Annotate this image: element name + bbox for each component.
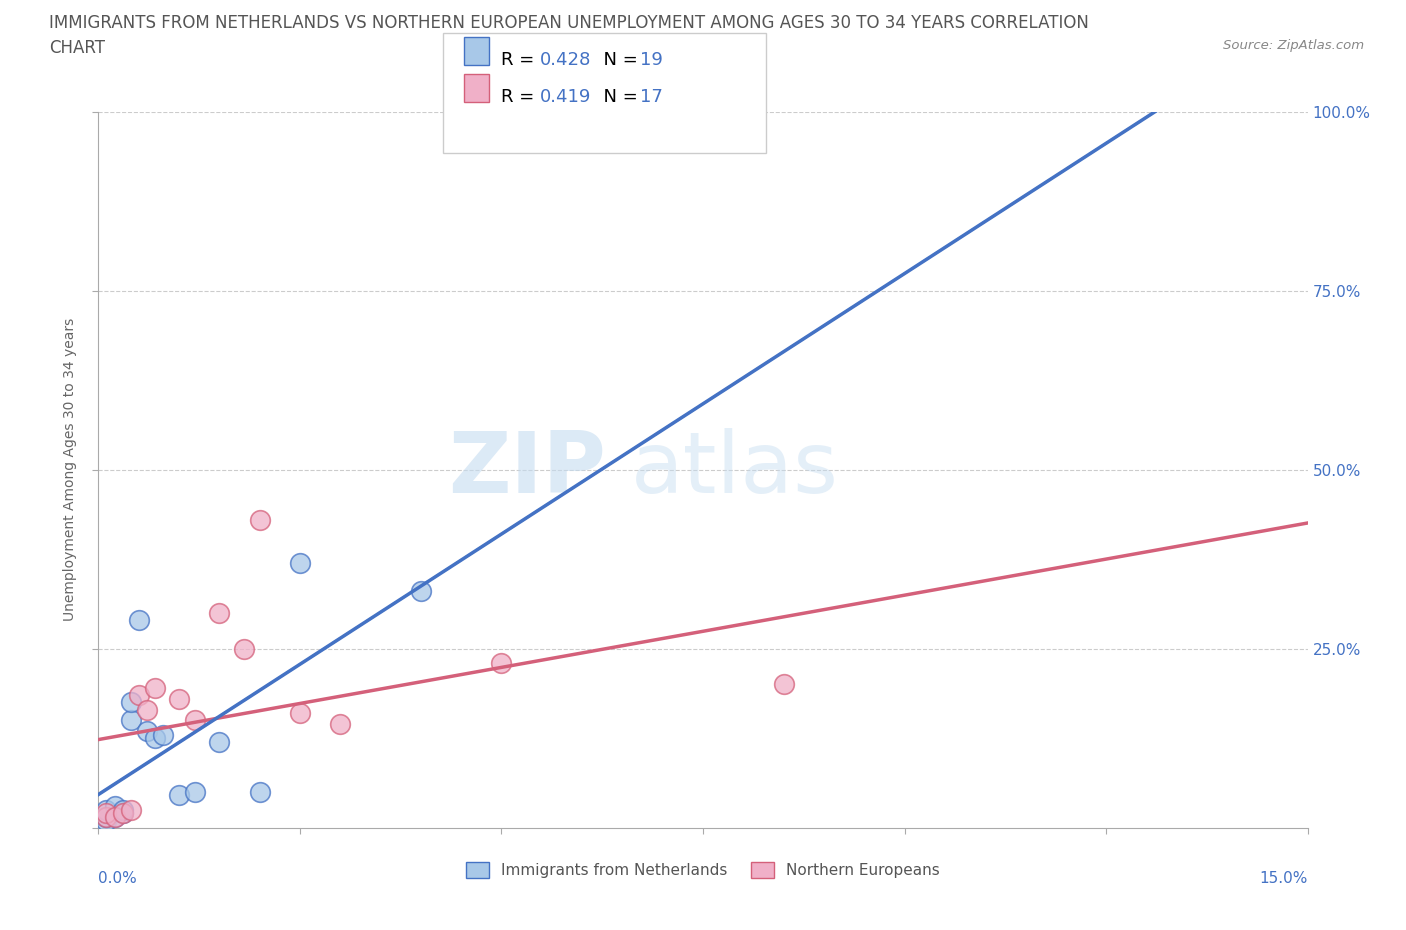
Text: ZIP: ZIP (449, 428, 606, 512)
Text: 0.428: 0.428 (540, 51, 592, 69)
Text: atlas: atlas (630, 428, 838, 512)
Point (103, 809, 125, 824)
Point (111, 803, 134, 817)
Point (208, 735, 231, 750)
Point (96, 806, 118, 821)
Point (772, 677, 794, 692)
Point (103, 799, 125, 814)
Point (249, 512, 271, 527)
Point (128, 613, 150, 628)
Point (135, 702, 157, 717)
Text: 15.0%: 15.0% (1260, 870, 1308, 885)
Point (111, 806, 134, 821)
Point (208, 605, 231, 620)
Point (288, 706, 311, 721)
Text: IMMIGRANTS FROM NETHERLANDS VS NORTHERN EUROPEAN UNEMPLOYMENT AMONG AGES 30 TO 3: IMMIGRANTS FROM NETHERLANDS VS NORTHERN … (49, 14, 1090, 32)
Point (491, 656, 513, 671)
Point (96, 803, 118, 817)
Point (167, 691, 190, 706)
Point (249, 785, 271, 800)
Point (167, 788, 190, 803)
Text: R =: R = (501, 88, 540, 106)
Text: R =: R = (501, 51, 540, 69)
Point (143, 681, 166, 696)
Point (184, 712, 207, 727)
Text: Source: ZipAtlas.com: Source: ZipAtlas.com (1223, 39, 1364, 52)
Point (120, 712, 142, 727)
Text: 19: 19 (640, 51, 662, 69)
Text: CHART: CHART (49, 39, 105, 57)
Point (120, 695, 142, 710)
Point (135, 724, 157, 738)
Point (288, 555, 311, 570)
Point (103, 809, 125, 824)
Point (96, 809, 118, 824)
Point (96, 809, 118, 824)
Point (232, 642, 254, 657)
Legend: Immigrants from Netherlands, Northern Europeans: Immigrants from Netherlands, Northern Eu… (460, 857, 946, 884)
Point (143, 731, 166, 746)
Point (152, 727, 174, 742)
Text: N =: N = (592, 88, 644, 106)
Point (329, 716, 352, 731)
Text: 17: 17 (640, 88, 662, 106)
Text: N =: N = (592, 51, 644, 69)
Point (111, 806, 134, 821)
Point (120, 803, 142, 817)
Point (128, 688, 150, 703)
Point (409, 584, 432, 599)
Text: 0.419: 0.419 (540, 88, 592, 106)
Text: 0.0%: 0.0% (98, 870, 138, 885)
Point (184, 785, 207, 800)
Y-axis label: Unemployment Among Ages 30 to 34 years: Unemployment Among Ages 30 to 34 years (63, 318, 77, 621)
Point (96, 813, 118, 828)
